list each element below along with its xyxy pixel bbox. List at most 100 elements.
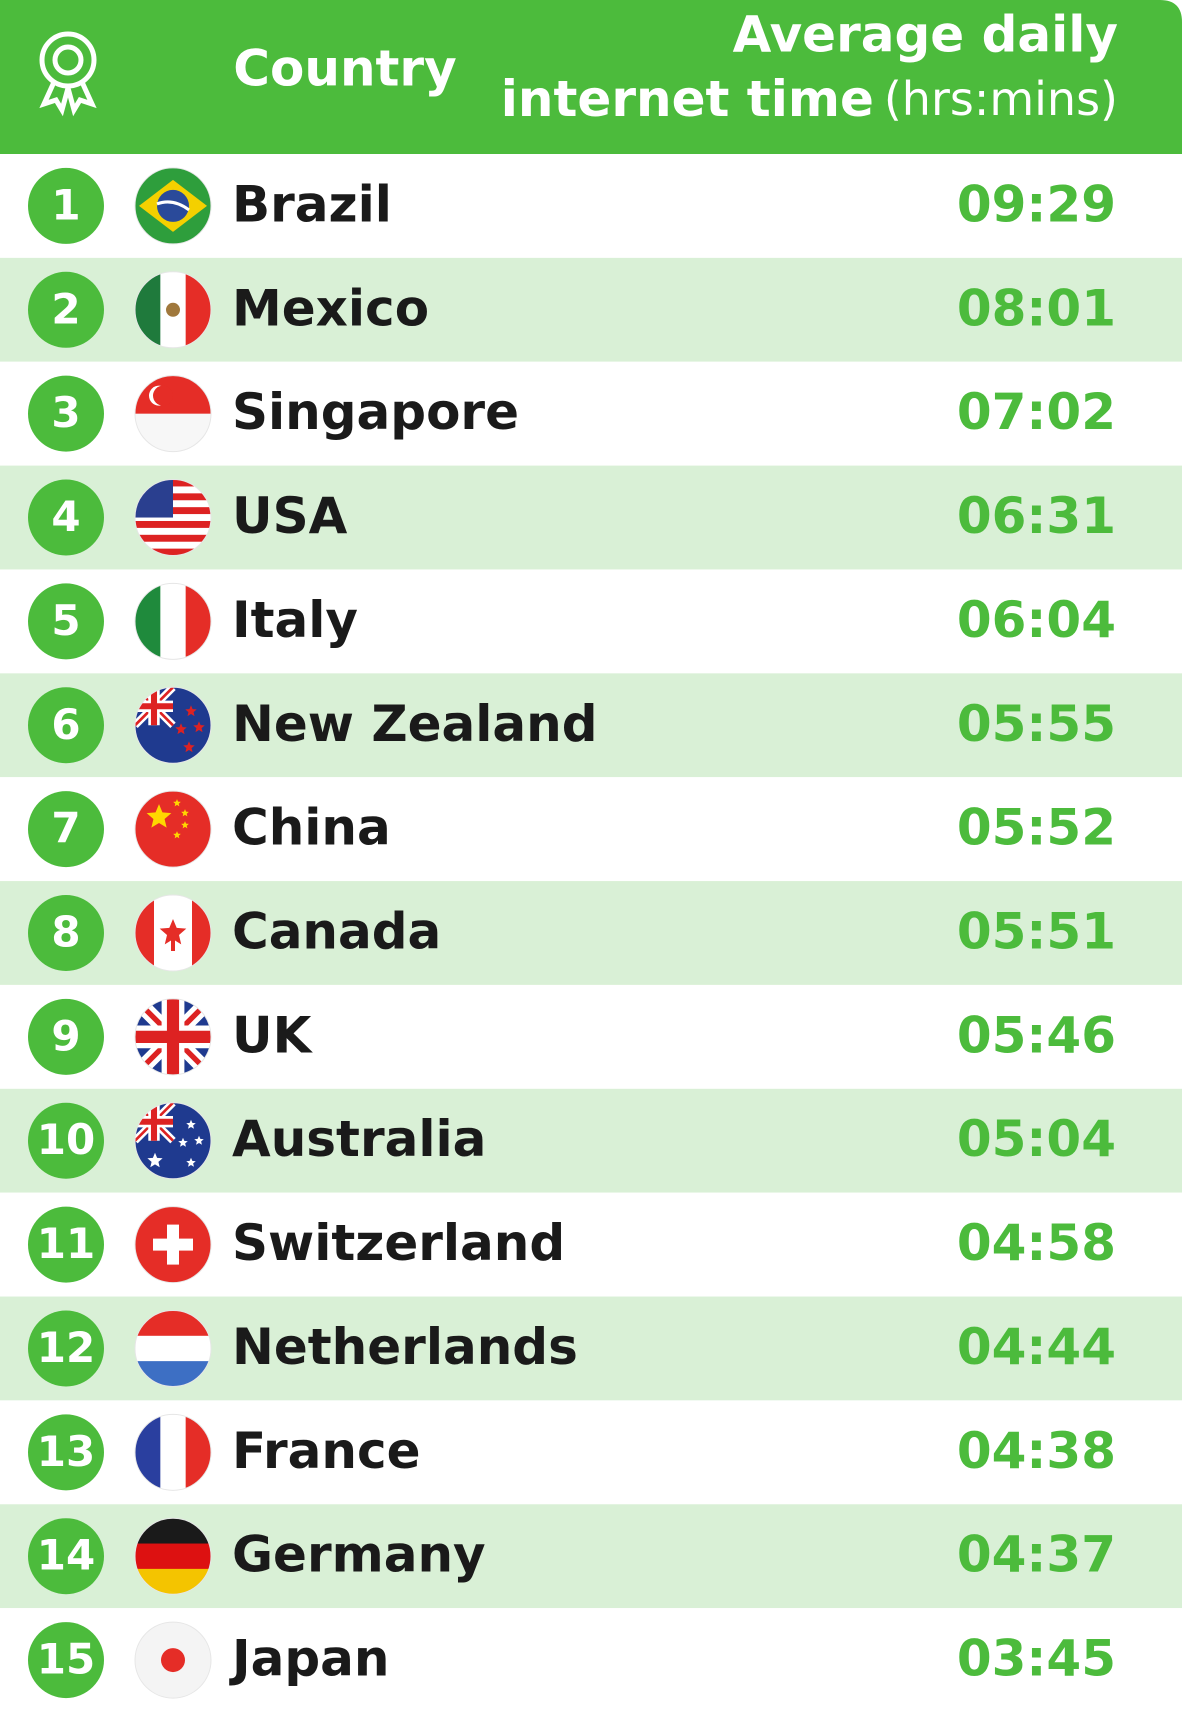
flag-icon [135, 998, 211, 1075]
header-bar [0, 0, 1182, 154]
country-name: Canada [232, 903, 441, 961]
flag-rim [134, 998, 212, 1076]
country-name: Australia [232, 1110, 486, 1168]
table-row: 9 UK 05:46 [0, 984, 1182, 1089]
flag-rim [134, 1206, 212, 1284]
rank: 9 [51, 1011, 80, 1060]
country-name: Germany [232, 1526, 486, 1584]
table-row: 14 Germany 04:37 [0, 1504, 1182, 1609]
rank-badge [28, 1518, 104, 1595]
rank: 4 [51, 492, 80, 541]
internet-time: 09:29 [957, 175, 1116, 233]
table-row: 15 Japan 03:45 [0, 1608, 1182, 1712]
flag-rim [134, 1309, 212, 1387]
internet-time: 06:04 [957, 591, 1116, 649]
rank: 11 [37, 1219, 95, 1268]
internet-time: 05:52 [957, 799, 1116, 857]
country-name: USA [232, 487, 348, 545]
rank: 15 [37, 1635, 95, 1684]
rank: 3 [51, 388, 80, 437]
country-name: Japan [229, 1630, 389, 1688]
flag-icon [135, 1206, 211, 1283]
table-row: 7 China 05:52 [0, 777, 1182, 882]
rank-badge [28, 998, 104, 1075]
rank-badge [28, 1622, 104, 1699]
country-name: Brazil [232, 175, 392, 233]
table-row: 2 Mexico 08:01 [0, 257, 1182, 362]
rank-badge [28, 1310, 104, 1387]
internet-time: 05:55 [957, 695, 1116, 753]
flag-rim [134, 1413, 212, 1491]
rank: 7 [51, 804, 80, 853]
rank: 12 [37, 1323, 95, 1372]
table-row: 1 Brazil 09:29 [0, 154, 1182, 258]
header-time-unit: (hrs:mins) [884, 72, 1118, 126]
flag-rim [134, 375, 212, 453]
flag-rim [134, 1517, 212, 1595]
internet-time: 04:38 [957, 1422, 1116, 1480]
country-name: China [232, 799, 391, 857]
internet-time: 05:46 [957, 1006, 1116, 1064]
internet-time: 05:04 [957, 1110, 1116, 1168]
flag-rim [134, 1621, 212, 1699]
table-row: 11 Switzerland 04:58 [0, 1192, 1182, 1297]
country-name: Italy [232, 591, 358, 649]
country-name: France [232, 1422, 421, 1480]
rank: 2 [51, 284, 80, 333]
rank-badge [28, 1414, 104, 1491]
country-name: UK [232, 1006, 314, 1064]
country-name: Switzerland [232, 1214, 565, 1272]
internet-time: 07:02 [957, 383, 1116, 441]
table-row: 10 Australia 05:04 [0, 1088, 1182, 1193]
rank: 10 [37, 1115, 95, 1164]
rank-badge [28, 271, 104, 348]
flag-rim [134, 582, 212, 660]
table-row: 5 Italy 06:04 [0, 569, 1182, 674]
rank-badge [28, 583, 104, 660]
rank-badge [28, 895, 104, 971]
flag-icon [135, 687, 211, 764]
rank-badge [28, 791, 104, 868]
rank-badge [28, 167, 104, 244]
flag-rim [134, 271, 212, 349]
table-row: 4 USA 06:31 [0, 465, 1182, 570]
flag-rim [134, 167, 212, 245]
country-name: Netherlands [232, 1318, 578, 1376]
internet-time: 06:31 [957, 487, 1116, 545]
flag-rim [134, 1102, 212, 1180]
flag-icon [135, 791, 211, 868]
flag-rim [134, 790, 212, 868]
flag-rim [134, 894, 212, 972]
rank-badge [28, 375, 104, 452]
rank-badge [28, 1102, 104, 1179]
flag-icon [135, 167, 211, 244]
country-name: Mexico [232, 279, 429, 337]
flag-icon [135, 1622, 211, 1699]
rank: 13 [37, 1427, 95, 1476]
table-row: 13 France 04:38 [0, 1400, 1182, 1505]
rank: 6 [51, 700, 80, 749]
rank: 8 [51, 908, 80, 957]
table-row: 6 New Zealand 05:55 [0, 673, 1182, 778]
table-row: 8 Canada 05:51 [0, 881, 1182, 985]
internet-time: 05:51 [957, 903, 1116, 961]
internet-time: 04:44 [957, 1318, 1116, 1376]
table-row: 12 Netherlands 04:44 [0, 1296, 1182, 1401]
table-row: 3 Singapore 07:02 [0, 361, 1182, 466]
rank-badge [28, 479, 104, 556]
rank: 14 [37, 1531, 95, 1580]
header-time-label: internet time [501, 70, 874, 128]
header-time-line2: internet time (hrs:mins) [501, 70, 1118, 128]
flag-icon [135, 1102, 211, 1179]
rank: 1 [51, 180, 80, 229]
internet-time: 04:37 [957, 1526, 1116, 1584]
rank-badge [28, 1206, 104, 1283]
flag-rim [134, 479, 212, 557]
flag-rim [134, 686, 212, 764]
rank: 5 [51, 596, 80, 645]
country-name: New Zealand [232, 695, 598, 753]
country-name: Singapore [232, 383, 519, 441]
internet-time: 08:01 [957, 279, 1116, 337]
